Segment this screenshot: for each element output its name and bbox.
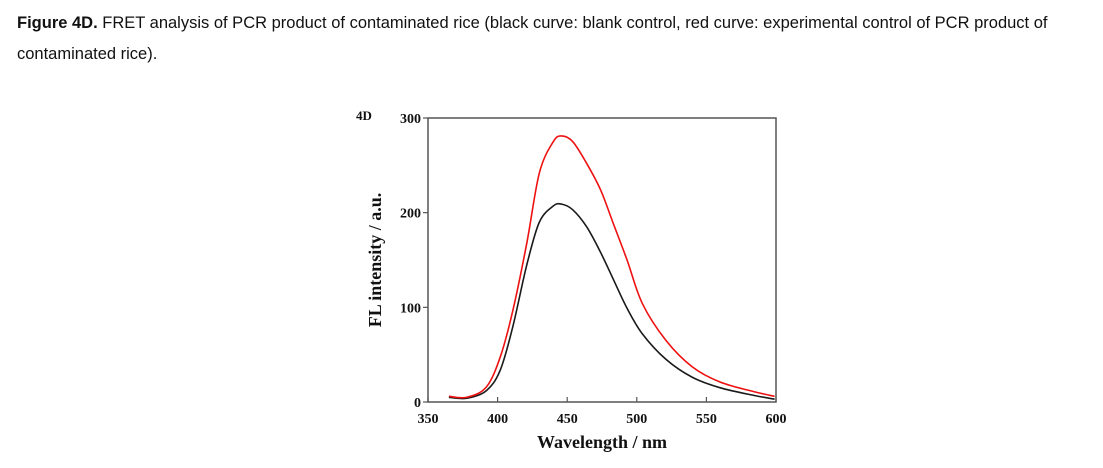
series-line-experimental — [448, 135, 775, 399]
x-tick-label: 600 — [766, 412, 787, 427]
caption-text: FRET analysis of PCR product of contamin… — [17, 14, 1048, 63]
y-tick-label: 300 — [400, 112, 421, 127]
y-tick-label: 0 — [414, 396, 421, 411]
x-tick-label: 450 — [557, 412, 578, 427]
y-axis-label: FL intensity / a.u. — [365, 193, 385, 328]
figure-caption: Figure 4D. FRET analysis of PCR product … — [17, 8, 1092, 70]
x-tick-label: 400 — [487, 412, 508, 427]
x-axis-label: Wavelength / nm — [537, 432, 667, 452]
x-tick-label: 550 — [696, 412, 717, 427]
series-line-blank-control — [448, 202, 775, 400]
y-tick-label: 200 — [400, 207, 421, 222]
panel-label: 4D — [356, 108, 372, 123]
x-tick-label: 350 — [418, 412, 439, 427]
caption-label: Figure 4D. — [17, 14, 98, 32]
y-tick-label: 100 — [400, 301, 421, 316]
plot-frame — [427, 117, 777, 403]
x-tick-label: 500 — [626, 412, 647, 427]
